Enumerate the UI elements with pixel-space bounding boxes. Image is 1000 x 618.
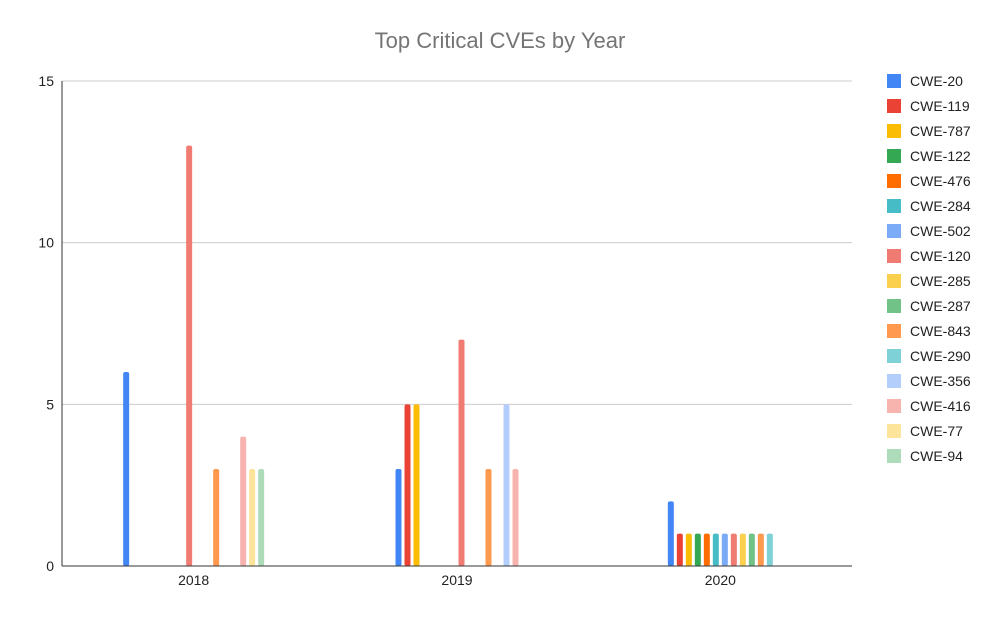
legend-swatch bbox=[887, 249, 901, 263]
legend-swatch bbox=[887, 449, 901, 463]
legend-swatch bbox=[887, 374, 901, 388]
y-tick-label: 5 bbox=[46, 396, 54, 412]
bar-cwe-476-2020 bbox=[703, 533, 710, 566]
legend-swatch bbox=[887, 149, 901, 163]
bar-cwe-416-2019 bbox=[512, 469, 519, 566]
legend-label: CWE-502 bbox=[910, 223, 971, 239]
bar-cwe-120-2019 bbox=[458, 339, 465, 566]
bar-cwe-284-2020 bbox=[712, 533, 719, 566]
legend-label: CWE-356 bbox=[910, 373, 971, 389]
chart-title: Top Critical CVEs by Year bbox=[375, 28, 626, 53]
legend-swatch bbox=[887, 299, 901, 313]
legend-swatch bbox=[887, 424, 901, 438]
legend-label: CWE-476 bbox=[910, 173, 971, 189]
bar-cwe-356-2019 bbox=[503, 404, 510, 566]
bar-cwe-119-2019 bbox=[404, 404, 411, 566]
bar-cwe-20-2020 bbox=[667, 501, 674, 566]
y-tick-label: 0 bbox=[46, 558, 54, 574]
bars bbox=[123, 145, 773, 566]
bar-cwe-20-2019 bbox=[395, 469, 402, 566]
legend-swatch bbox=[887, 274, 901, 288]
legend-label: CWE-787 bbox=[910, 123, 971, 139]
legend-swatch bbox=[887, 199, 901, 213]
legend-label: CWE-94 bbox=[910, 448, 963, 464]
bar-cwe-787-2019 bbox=[413, 404, 420, 566]
legend-swatch bbox=[887, 124, 901, 138]
x-tick-label: 2020 bbox=[705, 572, 736, 588]
legend-label: CWE-285 bbox=[910, 273, 971, 289]
bar-cwe-843-2020 bbox=[757, 533, 764, 566]
bar-cwe-122-2020 bbox=[694, 533, 701, 566]
bar-cwe-290-2020 bbox=[766, 533, 773, 566]
x-tick-label: 2018 bbox=[178, 572, 209, 588]
legend-label: CWE-119 bbox=[910, 98, 970, 114]
legend-swatch bbox=[887, 399, 901, 413]
legend-label: CWE-843 bbox=[910, 323, 971, 339]
legend-label: CWE-20 bbox=[910, 73, 963, 89]
legend-swatch bbox=[887, 349, 901, 363]
bar-cwe-20-2018 bbox=[123, 372, 130, 566]
y-tick-label: 10 bbox=[38, 235, 54, 251]
legend-swatch bbox=[887, 324, 901, 338]
legend-swatch bbox=[887, 224, 901, 238]
x-tick-label: 2019 bbox=[441, 572, 472, 588]
bar-cwe-843-2019 bbox=[485, 469, 492, 566]
bar-cwe-77-2018 bbox=[249, 469, 256, 566]
legend: CWE-20 CWE-119 CWE-787 CWE-122 CWE-476 CWE-28… bbox=[887, 73, 971, 464]
legend-label: CWE-416 bbox=[910, 398, 971, 414]
legend-swatch bbox=[887, 174, 901, 188]
gridlines bbox=[62, 80, 852, 405]
bar-cwe-120-2020 bbox=[730, 533, 737, 566]
legend-label: CWE-284 bbox=[910, 198, 971, 214]
legend-label: CWE-122 bbox=[910, 148, 971, 164]
bar-cwe-285-2020 bbox=[739, 533, 746, 566]
bar-cwe-120-2018 bbox=[186, 145, 193, 566]
legend-swatch bbox=[887, 74, 901, 88]
legend-label: CWE-287 bbox=[910, 298, 971, 314]
legend-label: CWE-77 bbox=[910, 423, 963, 439]
bar-cwe-502-2020 bbox=[721, 533, 728, 566]
bar-cwe-787-2020 bbox=[685, 533, 692, 566]
y-tick-label: 15 bbox=[38, 73, 54, 89]
axes: 0 5 10 15 2018 2019 2020 bbox=[38, 73, 852, 588]
bar-cwe-94-2018 bbox=[258, 469, 265, 566]
bar-cwe-287-2020 bbox=[748, 533, 755, 566]
bar-cwe-119-2020 bbox=[676, 533, 683, 566]
legend-swatch bbox=[887, 99, 901, 113]
bar-cwe-843-2018 bbox=[213, 469, 220, 566]
legend-label: CWE-120 bbox=[910, 248, 971, 264]
legend-label: CWE-290 bbox=[910, 348, 971, 364]
bar-cwe-416-2018 bbox=[240, 436, 247, 566]
